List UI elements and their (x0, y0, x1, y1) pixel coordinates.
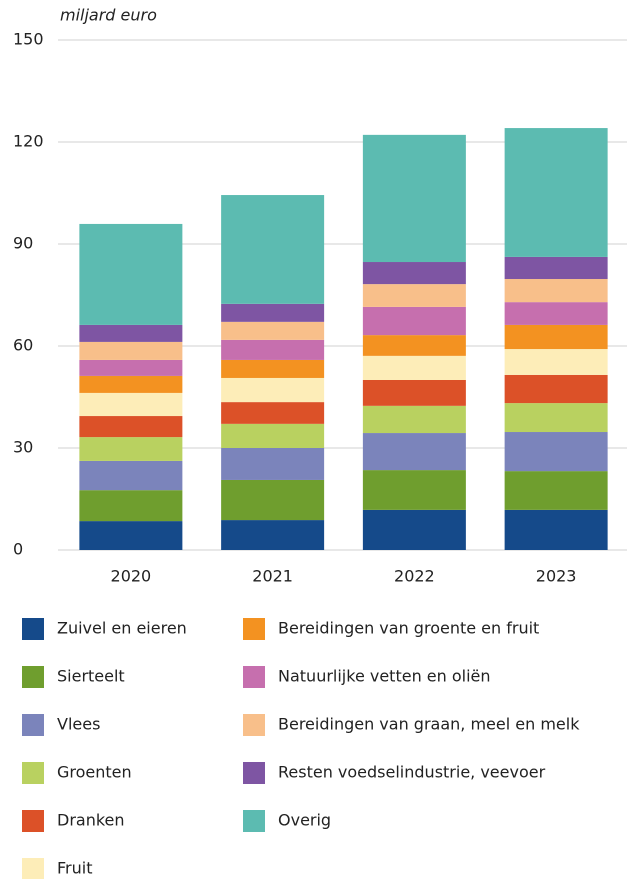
bar-segment (362, 433, 466, 471)
bar-segment (221, 195, 325, 304)
bar-segment (221, 520, 325, 550)
legend-swatch (22, 714, 44, 736)
bar-segment (221, 479, 325, 521)
bar-segment (504, 302, 608, 325)
bar-segment (79, 341, 183, 360)
legend-swatch (243, 666, 265, 688)
bar-segment (362, 470, 466, 510)
bar-segment (362, 405, 466, 434)
bar-segment (362, 262, 466, 285)
x-tick-label: 2020 (111, 567, 152, 586)
y-axis-label: miljard euro (60, 6, 157, 25)
y-tick-label: 60 (13, 336, 33, 355)
legend-swatch (243, 762, 265, 784)
legend-swatch (22, 666, 44, 688)
bar-segment (79, 223, 183, 325)
legend-label: Sierteelt (57, 667, 125, 686)
bar-segment (362, 134, 466, 263)
legend-swatch (243, 618, 265, 640)
bar-segment (79, 437, 183, 461)
x-tick-label: 2023 (536, 567, 577, 586)
legend-label: Vlees (57, 715, 100, 734)
legend-label: Overig (278, 811, 331, 830)
bar-segment (362, 380, 466, 406)
bar-segment (221, 402, 325, 424)
legend-swatch (22, 762, 44, 784)
bar-segment (362, 284, 466, 307)
bar-segment (79, 392, 183, 417)
legend-label: Fruit (57, 859, 92, 878)
bar-segment (221, 321, 325, 340)
bar-segment (79, 460, 183, 491)
bar-segment (504, 349, 608, 375)
bar-segment (221, 359, 325, 378)
bar-segment (221, 423, 325, 448)
bar-segment (362, 355, 466, 380)
bar-segment (362, 335, 466, 356)
bar-segment (79, 490, 183, 522)
x-tick-label: 2022 (394, 567, 435, 586)
bar-segment (79, 324, 183, 342)
y-tick-label: 120 (13, 132, 44, 151)
bar-segment (362, 509, 466, 550)
bar-segment (221, 448, 325, 480)
bar-segment (504, 128, 608, 257)
bar-segment (79, 375, 183, 393)
legend-label: Natuurlijke vetten en oliën (278, 667, 491, 686)
legend-label: Zuivel en eieren (57, 619, 187, 638)
bar-segment (362, 306, 466, 336)
bar-segment (504, 256, 608, 280)
x-tick-label: 2021 (252, 567, 293, 586)
bar-segment (79, 521, 183, 550)
bar-segment (504, 509, 608, 550)
legend-swatch (243, 810, 265, 832)
y-tick-label: 30 (13, 438, 33, 457)
legend-label: Resten voedselindustrie, veevoer (278, 763, 546, 782)
bar-segment (504, 374, 608, 404)
legend-swatch (22, 618, 44, 640)
bar-segment (504, 403, 608, 433)
bar-segment (221, 303, 325, 322)
y-tick-label: 150 (13, 30, 44, 49)
y-tick-label: 90 (13, 234, 33, 253)
bar-segment (79, 359, 183, 376)
legend-swatch (22, 810, 44, 832)
legend-label: Bereidingen van graan, meel en melk (278, 715, 580, 734)
legend-label: Bereidingen van groente en fruit (278, 619, 539, 638)
legend-swatch (243, 714, 265, 736)
legend-swatch (22, 858, 44, 879)
bar-segment (504, 279, 608, 303)
bar-segment (504, 471, 608, 510)
bar-segment (221, 377, 325, 403)
bar-segment (504, 432, 608, 472)
bar-segment (79, 416, 183, 438)
bar-segment (221, 339, 325, 360)
bar-segment (504, 324, 608, 350)
legend-label: Dranken (57, 811, 125, 830)
y-tick-label: 0 (13, 540, 23, 559)
legend-label: Groenten (57, 763, 132, 782)
